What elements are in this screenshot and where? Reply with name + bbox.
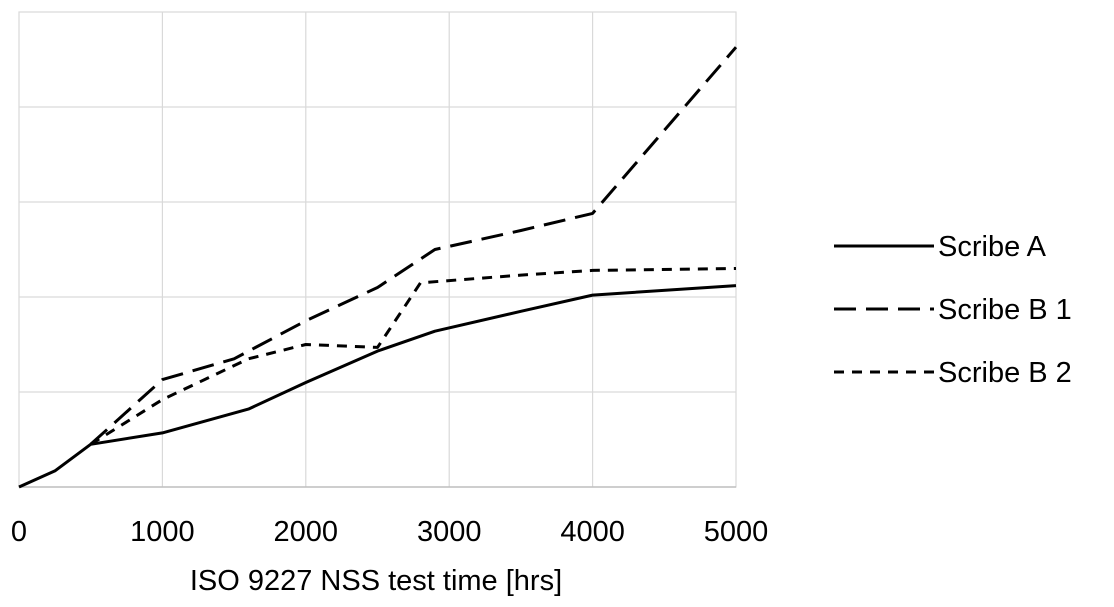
plot-area-border (18, 11, 737, 488)
x-axis-title: ISO 9227 NSS test time [hrs] (190, 565, 562, 597)
legend-label: Scribe A (938, 231, 1047, 263)
series-line-scribe-b-1 (89, 46, 738, 446)
x-tick-label: 0 (11, 516, 27, 548)
legend-label: Scribe B 2 (938, 357, 1072, 389)
series-line-scribe-a (18, 284, 737, 489)
series-line-scribe-b-2 (89, 267, 737, 446)
x-tick-label: 5000 (704, 516, 769, 548)
chart-series-group (18, 46, 738, 489)
x-tick-label: 4000 (560, 516, 625, 548)
x-tick-label: 3000 (417, 516, 482, 548)
x-tick-label: 1000 (130, 516, 195, 548)
x-axis-ticks: 0 1000 2000 3000 4000 5000 (11, 516, 768, 548)
chart-legend: Scribe A Scribe B 1 Scribe B 2 (834, 231, 1072, 389)
x-tick-label: 2000 (274, 516, 339, 548)
legend-label: Scribe B 1 (938, 294, 1072, 326)
chart-grid (18, 11, 737, 488)
